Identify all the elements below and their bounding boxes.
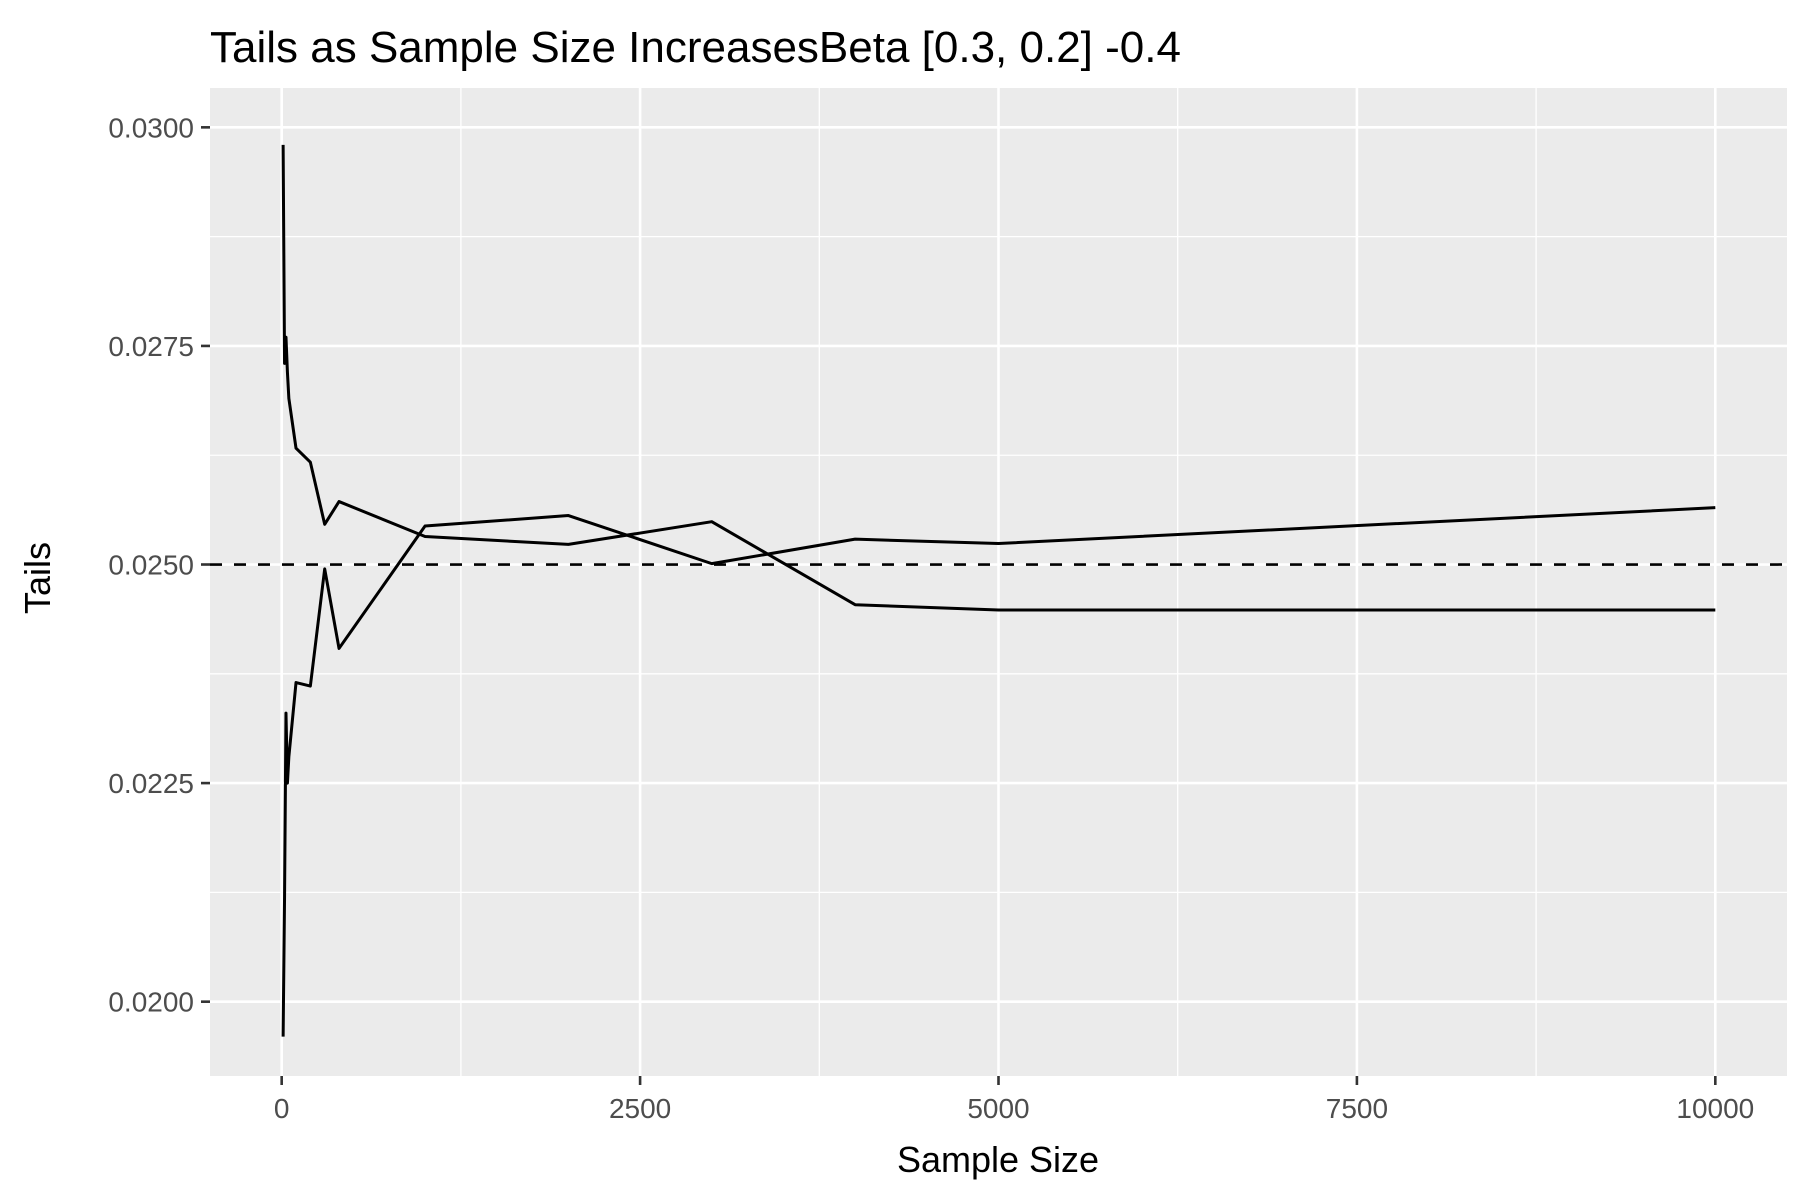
y-tick-label: 0.0200 <box>108 987 194 1018</box>
x-tick-label: 5000 <box>967 1093 1029 1124</box>
chart-title: Tails as Sample Size IncreasesBeta [0.3,… <box>210 23 1181 72</box>
y-tick-label: 0.0225 <box>108 768 194 799</box>
x-axis-title: Sample Size <box>897 1139 1099 1180</box>
x-axis: 0 2500 5000 7500 10000 <box>274 1076 1754 1124</box>
x-tick-label: 2500 <box>609 1093 671 1124</box>
series-line-1 <box>281 144 1716 612</box>
x-tick-label: 0 <box>274 1093 290 1124</box>
y-axis-title: Tails <box>17 542 58 614</box>
series-line-2 <box>281 506 1716 1037</box>
y-axis: 0.0200 0.0225 0.0250 0.0275 0.0300 <box>108 112 210 1018</box>
series-layer <box>281 144 1716 1037</box>
x-tick-label: 10000 <box>1676 1093 1754 1124</box>
major-gridlines <box>210 88 1787 1076</box>
y-tick-label: 0.0275 <box>108 331 194 362</box>
x-tick-label: 7500 <box>1326 1093 1388 1124</box>
y-tick-label: 0.0250 <box>108 550 194 581</box>
y-tick-label: 0.0300 <box>108 112 194 143</box>
